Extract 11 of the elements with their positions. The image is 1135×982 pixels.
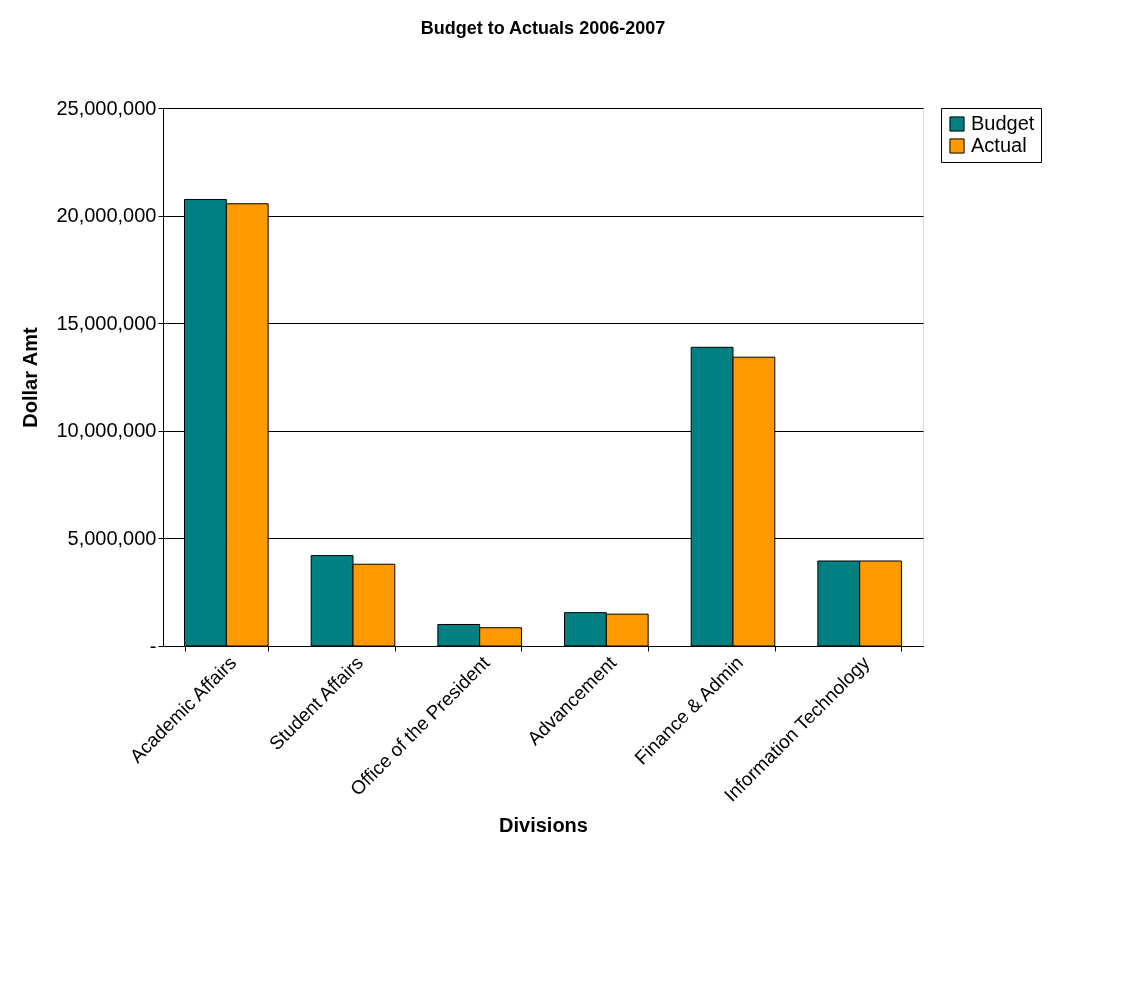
legend-label: Actual (971, 134, 1027, 156)
y-tick-label: - (149, 634, 157, 657)
y-axis-title: Dollar Amt (19, 326, 42, 428)
legend-label: Budget (971, 112, 1035, 134)
y-tick-label: 20,000,000 (56, 204, 157, 227)
y-tick-label: 10,000,000 (56, 419, 157, 442)
x-axis-title: Divisions (499, 813, 588, 836)
y-tick-label: 5,000,000 (67, 526, 157, 549)
y-tick-label: 25,000,000 (56, 96, 157, 119)
chart-title: Budget to Actuals 2006-2007 (420, 18, 666, 38)
y-tick-label: 15,000,000 (56, 311, 157, 334)
